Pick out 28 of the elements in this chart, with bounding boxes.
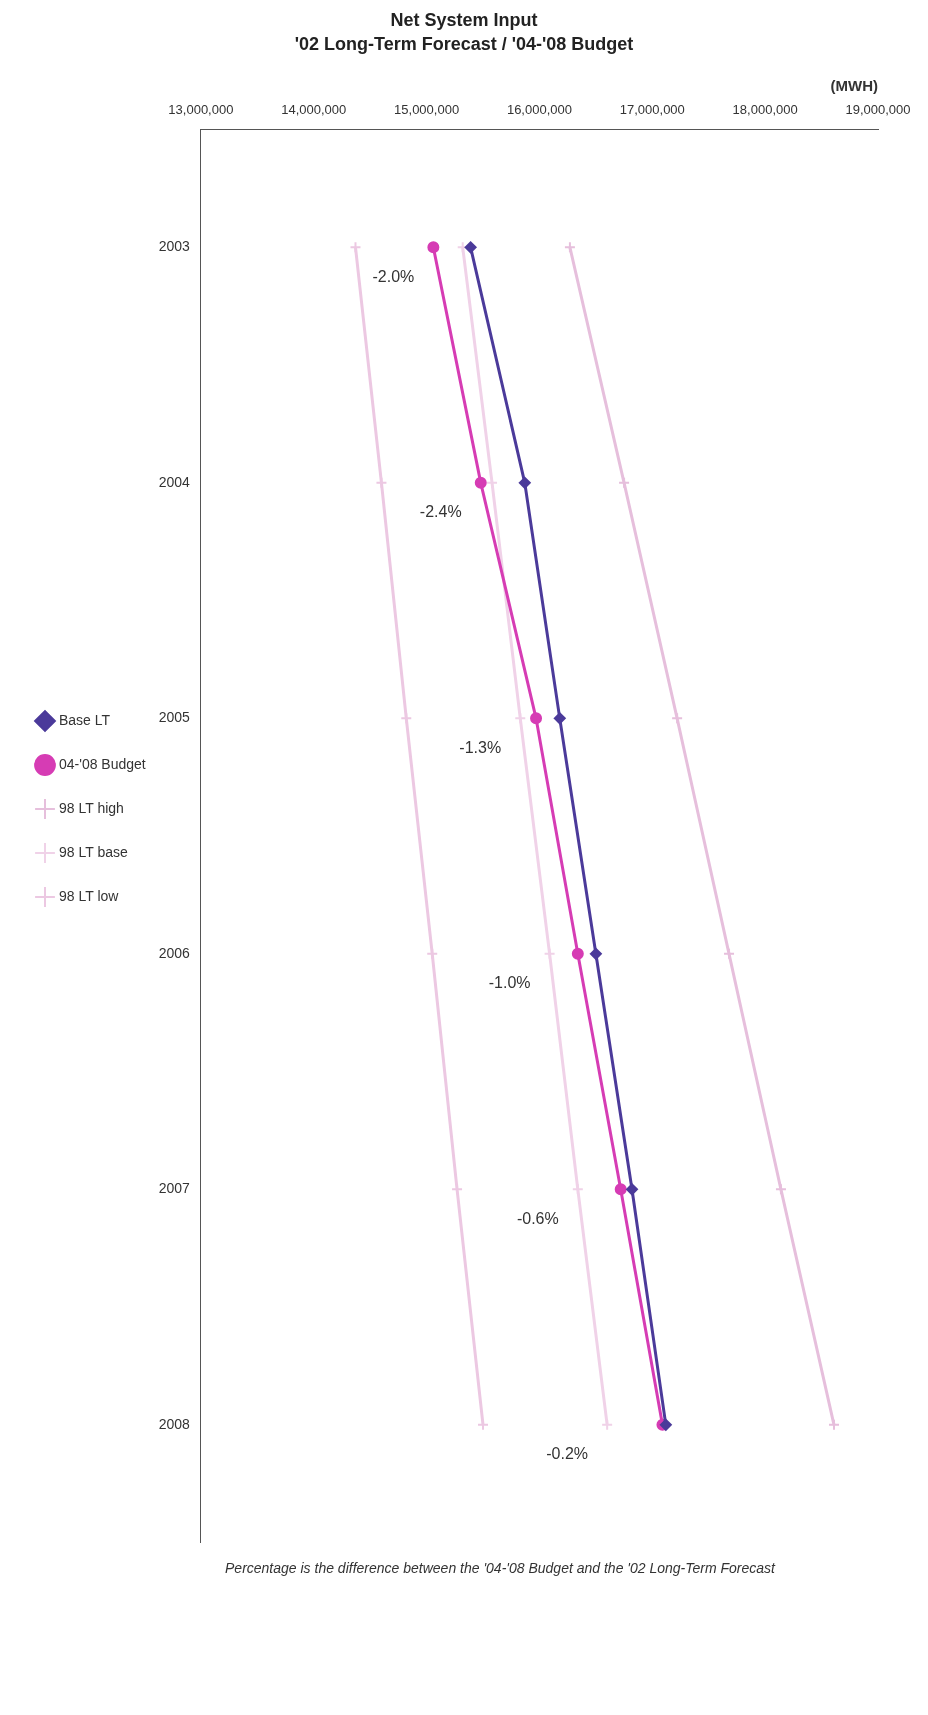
- x-tick-label: 17,000,000: [619, 102, 685, 118]
- annotation: -0.6%: [516, 1209, 559, 1227]
- x-tick-label: 18,000,000: [732, 102, 798, 118]
- x-axis-title: (MWH): [830, 77, 878, 95]
- y-tick-label: 2008: [158, 1415, 191, 1432]
- y-tick-label: 2007: [158, 1180, 191, 1197]
- y-tick-label: 2006: [158, 944, 191, 961]
- x-tick-label: 16,000,000: [506, 102, 572, 118]
- text: Percentage is the difference between the '04-'08 Budget and the '02 Long-Term Forecast: [224, 1560, 777, 1576]
- annotation: -1.0%: [488, 974, 531, 992]
- annotation: -2.0%: [372, 267, 415, 285]
- legend-label: 98 LT base: [59, 843, 128, 860]
- annotation: -1.3%: [459, 738, 502, 756]
- annotation: -2.4%: [419, 503, 462, 521]
- x-tick-label: 13,000,000: [168, 102, 234, 118]
- chart-title: Net System Input: [389, 9, 539, 32]
- y-tick-label: 2003: [158, 238, 191, 255]
- chart-subtitle: '02 Long-Term Forecast / '04-'08 Budget: [293, 33, 635, 56]
- legend-label: 98 LT high: [59, 799, 124, 816]
- legend-label: Base LT: [59, 711, 111, 728]
- x-tick-label: 14,000,000: [281, 102, 347, 118]
- legend-label: 98 LT low: [59, 887, 120, 904]
- annotation: -0.2%: [546, 1445, 589, 1463]
- legend-label: 04-'08 Budget: [59, 755, 146, 772]
- y-tick-label: 2005: [158, 709, 191, 726]
- y-tick-label: 2004: [158, 473, 191, 490]
- x-tick-label: 19,000,000: [845, 102, 911, 118]
- x-tick-label: 15,000,000: [394, 102, 460, 118]
